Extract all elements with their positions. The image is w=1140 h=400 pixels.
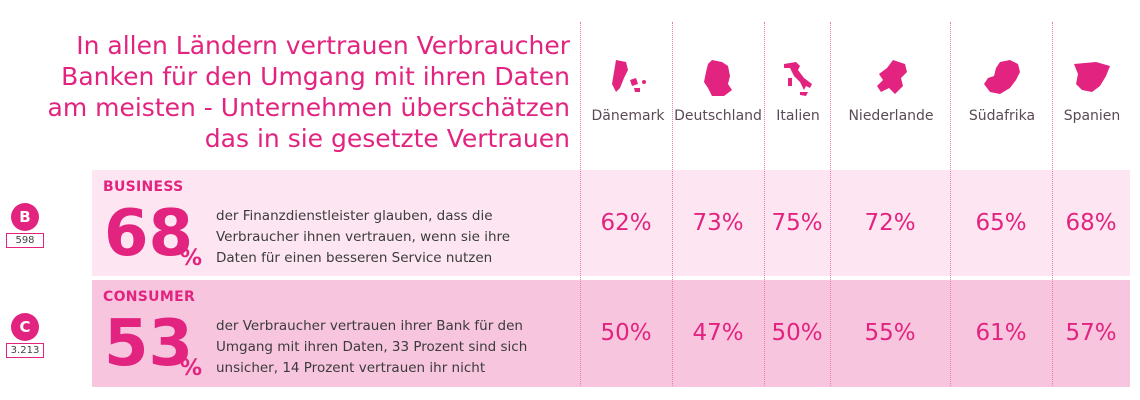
value-cell-business-4: 65% [975, 210, 1027, 236]
column-divider [1052, 22, 1053, 386]
column-divider [580, 22, 581, 386]
value-cell-business-0: 62% [600, 210, 652, 236]
column-header-daenemark: Dänemark [583, 58, 673, 124]
title-line-3: am meisten - Unternehmen überschätzen [47, 93, 571, 122]
value-cell-consumer-5: 57% [1065, 320, 1117, 346]
country-name: Dänemark [591, 108, 665, 124]
business-description-line: Verbraucher ihnen vertrauen, wenn sie ih… [216, 229, 511, 245]
business-row: BUSINESS 68 % der Finanzdienstleister gl… [92, 170, 1130, 276]
column-header-deutschland: Deutschland [670, 58, 766, 124]
business-badge-letter: B [11, 203, 39, 231]
business-description-line: Daten für einen besseren Service nutzen [216, 250, 493, 266]
value-cell-consumer-0: 50% [600, 320, 652, 346]
business-description: der Finanzdienstleister glauben, dass di… [216, 206, 510, 269]
consumer-headline-unit: % [180, 356, 203, 381]
value-cell-consumer-2: 50% [771, 320, 823, 346]
column-header-niederlande: Niederlande [832, 58, 950, 124]
value-cell-consumer-1: 47% [692, 320, 744, 346]
italy-map-icon [784, 62, 812, 96]
title-line-4: das in sie gesetzte Vertrauen [204, 124, 570, 153]
country-name: Deutschland [674, 108, 762, 124]
column-divider [950, 22, 951, 386]
country-name: Spanien [1063, 108, 1121, 124]
column-divider [672, 22, 673, 386]
consumer-sample-size: 3.213 [6, 343, 44, 358]
business-headline-unit: % [180, 246, 203, 271]
title-line-2: Banken für den Umgang mit ihren Daten [61, 62, 570, 91]
value-cell-consumer-4: 61% [975, 320, 1027, 346]
germany-map-icon [704, 60, 732, 96]
consumer-description: der Verbraucher vertrauen ihrer Bank für… [216, 316, 527, 379]
business-description-line: der Finanzdienstleister glauben, dass di… [216, 208, 493, 224]
value-cell-consumer-3: 55% [864, 320, 916, 346]
consumer-headline-number: 53 [104, 307, 194, 381]
consumer-description-line: unsicher, 14 Prozent vertrauen ihr nicht [216, 360, 486, 376]
south-africa-map-icon [984, 60, 1020, 94]
consumer-sample-badge: C 3.213 [6, 313, 44, 358]
column-header-spanien: Spanien [1054, 58, 1130, 124]
value-cell-business-1: 73% [692, 210, 744, 236]
business-label: BUSINESS [103, 179, 184, 195]
country-name: Niederlande [848, 108, 934, 124]
chart-title: In allen Ländern vertrauen Verbraucher B… [30, 30, 571, 154]
title-line-1: In allen Ländern vertrauen Verbraucher [76, 31, 570, 60]
denmark-map-icon [612, 60, 646, 92]
value-cell-business-5: 68% [1065, 210, 1117, 236]
column-divider [764, 22, 765, 386]
column-header-suedafrika: Südafrika [952, 58, 1052, 124]
spain-map-icon [1074, 62, 1110, 92]
country-name: Italien [776, 108, 820, 124]
consumer-label: CONSUMER [103, 289, 196, 305]
consumer-row: CONSUMER 53 % der Verbraucher vertrauen … [92, 280, 1130, 387]
business-headline-number: 68 [104, 197, 194, 271]
value-cell-business-2: 75% [771, 210, 823, 236]
value-cell-business-3: 72% [864, 210, 916, 236]
column-divider [830, 22, 831, 386]
netherlands-map-icon [877, 60, 907, 94]
business-sample-size: 598 [6, 233, 44, 248]
country-name: Südafrika [968, 108, 1036, 124]
column-header-italien: Italien [766, 58, 830, 124]
business-sample-badge: B 598 [6, 203, 44, 248]
consumer-description-line: Umgang mit ihren Daten, 33 Prozent sind … [216, 339, 528, 355]
consumer-badge-letter: C [11, 313, 39, 341]
consumer-description-line: der Verbraucher vertrauen ihrer Bank für… [216, 318, 523, 334]
